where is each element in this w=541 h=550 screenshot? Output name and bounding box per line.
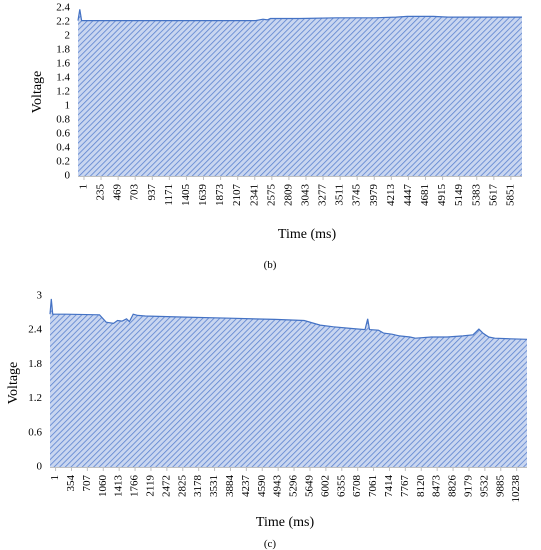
y-tick-label: 1.6 xyxy=(56,58,70,70)
x-tick-label: 5649 xyxy=(303,475,315,498)
panel-label: (b) xyxy=(264,259,277,271)
x-tick-label: 6708 xyxy=(351,475,363,498)
y-axis-title: Voltage xyxy=(30,71,45,114)
y-tick-label: 2.4 xyxy=(28,324,42,336)
y-tick-label: 2.4 xyxy=(56,2,70,14)
x-tick-label: 1060 xyxy=(97,475,109,498)
x-tick-label: 707 xyxy=(81,475,93,492)
chart-panel-c: 0 0.6 1.2 1.8 2.4 3 1 354 707 1060 1413 1766 2119 24… xyxy=(6,290,528,550)
y-tick-labels: 0 0.2 0.4 0.6 0.8 1 1.2 1.4 1.6 1.8 2 2.2 2.4 xyxy=(56,2,70,182)
x-tick-label: 6355 xyxy=(335,475,347,498)
y-tick-label: 0.8 xyxy=(56,114,70,126)
chart-panel-b: 0 0.2 0.4 0.6 0.8 1 1.2 1.4 1.6 1.8 2 2.2 2.4 1 235 46… xyxy=(30,2,522,271)
x-tick-labels: 1 235 469 703 937 1171 1405 1639 1873 2107 2341 257… xyxy=(78,184,517,207)
y-tick-label: 2 xyxy=(65,30,71,42)
x-tick-label: 8120 xyxy=(415,475,427,498)
x-tick-label: 4213 xyxy=(385,184,397,207)
x-axis-title: Time (ms) xyxy=(278,227,337,242)
x-tick-label: 6002 xyxy=(319,475,331,497)
y-axis-title: Voltage xyxy=(6,362,21,405)
x-tick-label: 3884 xyxy=(224,475,236,498)
x-tick-label: 1405 xyxy=(180,184,192,207)
y-tick-label: 2.2 xyxy=(56,16,70,28)
area-fill xyxy=(78,9,522,177)
x-tick-label: 4237 xyxy=(240,475,252,498)
x-tick-label: 4915 xyxy=(436,184,448,207)
y-tick-label: 0.6 xyxy=(56,128,70,140)
x-tick-label: 3043 xyxy=(300,184,312,207)
x-tick-label: 2472 xyxy=(160,475,172,497)
x-tick-label: 469 xyxy=(112,184,124,201)
x-tick-label: 8826 xyxy=(447,475,459,498)
x-tick-label: 1766 xyxy=(129,475,141,498)
x-tick-label: 3277 xyxy=(317,184,329,207)
x-tick-label: 1171 xyxy=(163,184,175,206)
x-tick-label: 235 xyxy=(95,184,107,201)
x-tick-label: 5383 xyxy=(470,184,482,207)
x-tick-label: 5851 xyxy=(504,184,516,206)
y-tick-label: 1.2 xyxy=(28,392,42,404)
x-tick-label: 4681 xyxy=(419,184,431,206)
y-tick-label: 1.8 xyxy=(28,358,42,370)
y-tick-label: 0.4 xyxy=(56,142,70,154)
y-tick-label: 0.2 xyxy=(56,156,70,168)
y-tick-label: 0 xyxy=(65,170,71,182)
x-tick-label: 3531 xyxy=(208,475,220,497)
x-tick-label: 9885 xyxy=(494,475,506,498)
y-tick-label: 0 xyxy=(37,461,43,473)
x-tick-labels: 1 354 707 1060 1413 1766 2119 2472 2825 3178 3531 3… xyxy=(49,475,522,503)
axes xyxy=(50,467,527,471)
x-tick-label: 7767 xyxy=(399,475,411,498)
x-tick-label: 4447 xyxy=(402,184,414,207)
x-tick-label: 4590 xyxy=(256,475,268,498)
x-tick-label: 7061 xyxy=(367,475,379,497)
area-edge-line xyxy=(49,298,528,340)
x-tick-label: 5617 xyxy=(487,184,499,207)
area-fill xyxy=(50,298,527,467)
x-axis-title: Time (ms) xyxy=(256,515,315,530)
y-tick-labels: 0 0.6 1.2 1.8 2.4 3 xyxy=(28,290,42,473)
y-tick-label: 1 xyxy=(65,100,71,112)
x-tick-label: 2825 xyxy=(176,475,188,498)
x-tick-label: 3745 xyxy=(351,184,363,207)
x-tick-label: 1413 xyxy=(113,475,125,498)
area-edge-line xyxy=(77,9,522,22)
x-tick-label: 9179 xyxy=(462,475,474,498)
x-tick-label: 2575 xyxy=(265,184,277,207)
x-tick-label: 3511 xyxy=(334,184,346,206)
x-tick-label: 2107 xyxy=(231,184,243,207)
x-tick-label: 3178 xyxy=(192,475,204,498)
y-tick-label: 0.6 xyxy=(28,426,42,438)
voltage-area-series xyxy=(77,9,522,177)
y-tick-label: 3 xyxy=(37,290,43,302)
x-tick-label: 1 xyxy=(49,475,61,481)
x-tick-label: 5149 xyxy=(453,184,465,207)
x-tick-label: 4943 xyxy=(272,475,284,498)
x-tick-label: 10238 xyxy=(510,475,522,503)
x-tick-label: 8473 xyxy=(431,475,443,498)
x-tick-label: 937 xyxy=(146,184,158,201)
x-tick-label: 5296 xyxy=(288,475,300,498)
voltage-area-series xyxy=(49,298,528,467)
x-tick-label: 703 xyxy=(129,184,141,201)
panel-label: (c) xyxy=(264,538,277,550)
x-tick-label: 7414 xyxy=(383,475,395,498)
x-tick-label: 2341 xyxy=(248,184,260,206)
y-tick-label: 1.2 xyxy=(56,86,70,98)
x-tick-label: 1 xyxy=(78,184,90,190)
x-tick-label: 9532 xyxy=(478,475,490,497)
axes xyxy=(78,176,522,180)
x-tick-label: 1873 xyxy=(214,184,226,207)
x-tick-label: 1639 xyxy=(197,184,209,207)
x-tick-label: 2119 xyxy=(144,475,156,497)
x-tick-label: 3979 xyxy=(368,184,380,207)
y-tick-label: 1.8 xyxy=(56,44,70,56)
x-tick-label: 2809 xyxy=(282,184,294,207)
x-tick-label: 354 xyxy=(65,475,77,492)
y-tick-label: 1.4 xyxy=(56,72,70,84)
